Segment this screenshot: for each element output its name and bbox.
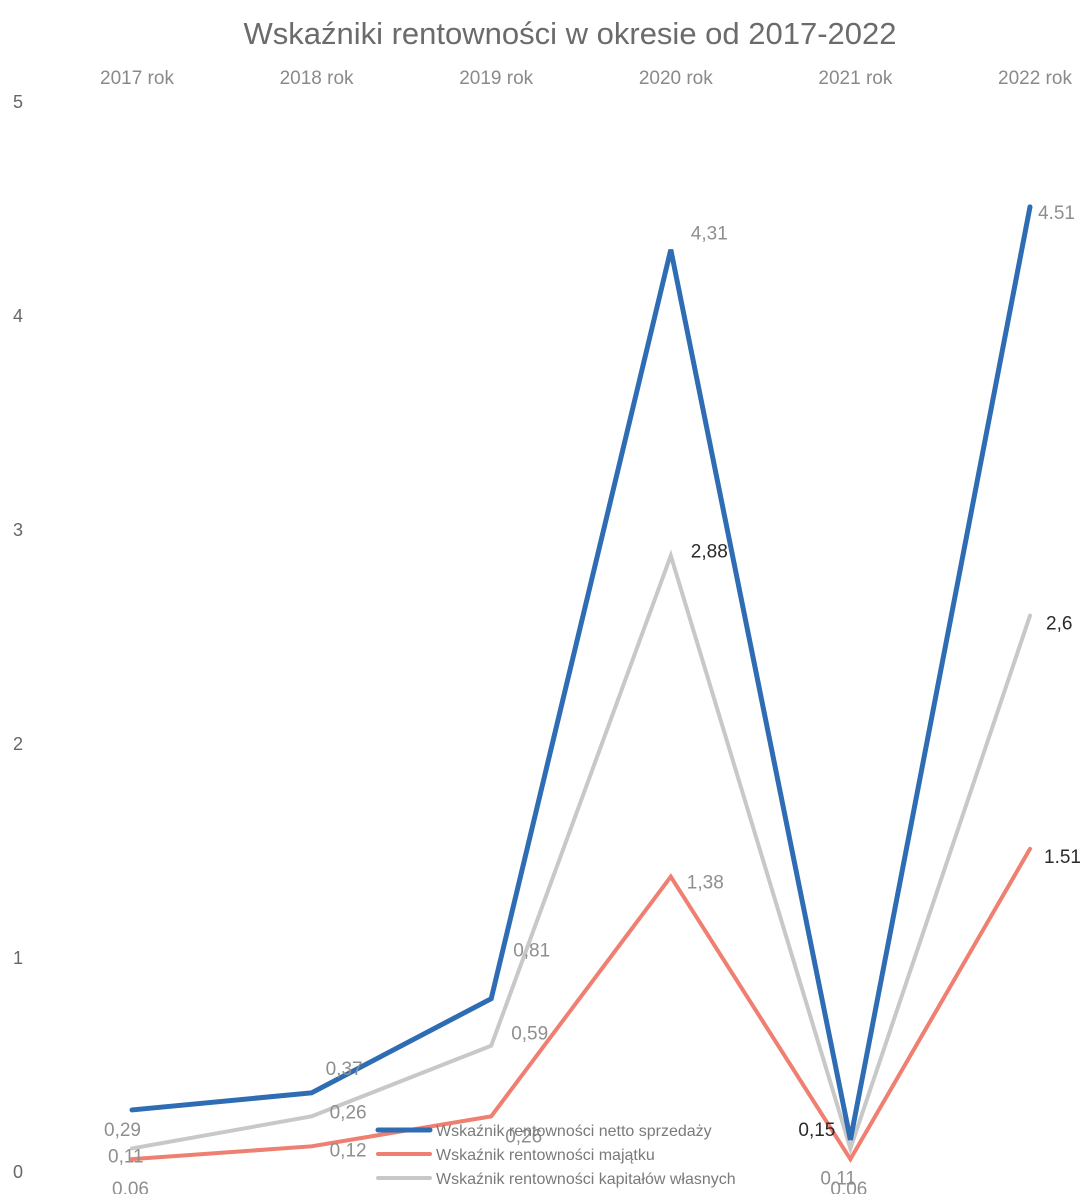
data-label: 4.51 [1038, 203, 1075, 224]
series-line-kapitalow-wlasnych [130, 549, 1032, 1156]
series-line-majatku [130, 846, 1032, 1164]
y-tick-label: 5 [13, 92, 23, 112]
data-label: 0,59 [511, 1024, 548, 1045]
x-axis-tick-labels: 2017 rok 2018 rok 2019 rok 2020 rok 2021 rok… [100, 68, 1072, 89]
y-tick-label: 3 [13, 520, 23, 540]
data-label: 0,15 [798, 1120, 835, 1141]
legend-label: Wskaźnik rentowności kapitałów własnych [436, 1171, 736, 1188]
data-label: 1.51 [1044, 847, 1081, 868]
data-label: 4,31 [691, 224, 728, 245]
data-label: 0,26 [505, 1126, 542, 1147]
x-tick-label: 2022 rok [998, 68, 1072, 89]
x-tick-label: 2021 rok [818, 68, 892, 89]
data-label: 0,12 [330, 1140, 367, 1161]
legend: Wskaźnik rentowności netto sprzedaży Wska… [375, 1123, 736, 1188]
data-label: 0,37 [326, 1059, 363, 1080]
data-label: 0,06 [112, 1179, 149, 1194]
data-label: 0,26 [330, 1102, 367, 1123]
data-label: 0,29 [104, 1120, 141, 1141]
y-tick-label: 0 [13, 1162, 23, 1182]
y-axis-tick-labels: 0 1 2 3 4 5 [13, 92, 23, 1182]
data-labels: 0,29 0,37 0,81 4,31 0,15 4.51 0,06 0,12 0,26 1,38… [104, 203, 1081, 1194]
x-tick-label: 2018 rok [280, 68, 354, 89]
data-label: 0,81 [513, 941, 550, 962]
data-label: 0.11 [820, 1168, 856, 1189]
chart-title: Wskaźniki rentowności w okresie od 2017-… [243, 16, 896, 51]
data-label: 2,88 [691, 542, 728, 563]
y-tick-label: 2 [13, 734, 23, 754]
y-tick-label: 4 [13, 306, 23, 326]
x-tick-label: 2017 rok [100, 68, 174, 89]
data-label: 1,38 [687, 873, 724, 894]
series-line-netto-sprzedazy [129, 204, 1033, 1141]
data-label: 2,6 [1046, 614, 1072, 635]
x-tick-label: 2019 rok [459, 68, 533, 89]
legend-label: Wskaźnik rentowności netto sprzedaży [436, 1123, 712, 1140]
y-tick-label: 1 [13, 948, 23, 968]
legend-label: Wskaźnik rentowności majątku [436, 1147, 655, 1164]
series-lines [129, 204, 1033, 1164]
data-label: 0,06 [830, 1179, 867, 1194]
x-tick-label: 2020 rok [639, 68, 713, 89]
data-label: 0,11 [108, 1146, 144, 1167]
